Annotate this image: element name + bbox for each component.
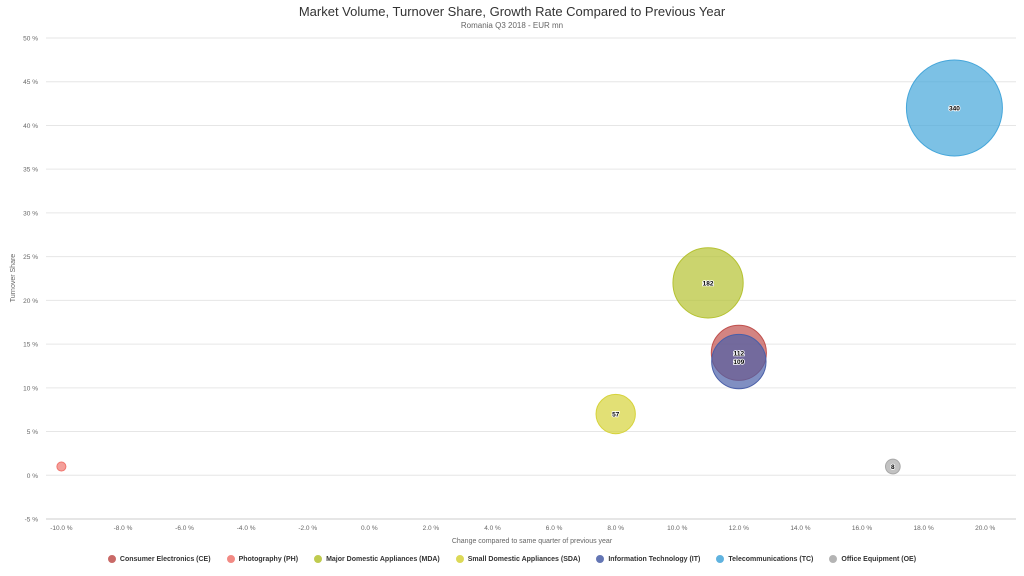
x-axis-title: Change compared to same quarter of previ… (452, 538, 613, 545)
bubble-label: 182 (703, 280, 714, 287)
x-tick-label: -6.0 % (175, 525, 194, 532)
y-tick-label: 15 % (23, 342, 38, 349)
y-tick-label: 50 % (23, 36, 38, 43)
y-tick-label: 40 % (23, 123, 38, 130)
bubble-label: 112 (734, 350, 745, 357)
legend: Consumer Electronics (CE) Photography (PH… (0, 555, 1024, 563)
legend-label: Photography (PH) (238, 555, 299, 563)
legend-swatch (226, 555, 235, 563)
y-tick-label: 20 % (23, 298, 38, 305)
x-tick-label: 10.0 % (667, 525, 687, 532)
x-tick-label: 12.0 % (729, 525, 749, 532)
bubble-labels: 112 182 57 109 340 8 (611, 105, 961, 472)
bubble-label: 340 (949, 105, 960, 112)
bubble[interactable] (56, 461, 67, 472)
y-tick-label: 45 % (23, 79, 38, 86)
bubble-label: 109 (733, 359, 744, 366)
x-tick-label: -8.0 % (114, 525, 133, 532)
y-axis-title: Turnover Share (10, 254, 17, 302)
legend-item[interactable]: Photography (PH) (226, 555, 299, 563)
chart-subtitle: Romania Q3 2018 - EUR mn (460, 21, 564, 30)
x-tick-label: 14.0 % (790, 525, 810, 532)
y-tick-label: -5 % (25, 517, 39, 524)
legend-label: Telecommunications (TC) (728, 555, 814, 563)
bubble[interactable] (884, 458, 901, 475)
legend-label: Office Equipment (OE) (841, 555, 917, 563)
y-tick-label: 0 % (27, 473, 38, 480)
x-tick-label: 2.0 % (423, 525, 440, 532)
legend-label: Information Technology (IT) (608, 555, 701, 563)
y-tick-label: 35 % (23, 167, 38, 174)
x-tick-label: 16.0 % (852, 525, 872, 532)
legend-label: Consumer Electronics (CE) (119, 555, 211, 563)
legend-item[interactable]: Telecommunications (TC) (716, 555, 813, 563)
y-tick-label: 25 % (23, 254, 38, 261)
grid (46, 37, 1016, 520)
y-tick-label: 5 % (27, 429, 38, 436)
x-tick-label: 20.0 % (975, 525, 995, 532)
bubble-label: 57 (612, 412, 620, 419)
legend-swatch (107, 555, 116, 563)
bubble[interactable] (672, 247, 744, 319)
x-axis-ticks: -10.0 % -8.0 % -6.0 % -4.0 % -2.0 % 0.0 % 2.0 … (50, 525, 995, 532)
y-axis-ticks: -5 % 0 % 5 % 10 % 15 % 20 % 25 % 30 % 35 % 40 % 45… (23, 36, 38, 524)
legend-label: Small Domestic Appliances (SDA) (467, 555, 581, 563)
x-tick-label: -10.0 % (50, 525, 73, 532)
bubble[interactable] (595, 393, 636, 435)
legend-swatch (596, 555, 605, 563)
x-tick-label: 8.0 % (607, 525, 624, 532)
legend-swatch (314, 555, 323, 563)
legend-item[interactable]: Major Domestic Appliances (MDA) (314, 555, 440, 563)
y-tick-label: 10 % (23, 385, 38, 392)
x-tick-label: -2.0 % (298, 525, 317, 532)
x-tick-label: -4.0 % (237, 525, 256, 532)
bubbles (56, 59, 1003, 475)
y-tick-label: 30 % (23, 210, 38, 217)
chart-title: Market Volume, Turnover Share, Growth Ra… (298, 4, 726, 19)
legend-swatch (455, 555, 464, 563)
bubble[interactable] (711, 333, 767, 390)
legend-item[interactable]: Information Technology (IT) (596, 555, 700, 563)
x-tick-label: 18.0 % (913, 525, 933, 532)
bubble[interactable] (905, 59, 1003, 157)
x-tick-label: 4.0 % (484, 525, 501, 532)
legend-swatch (829, 555, 838, 563)
bubble-label: 8 (891, 464, 895, 471)
legend-label: Major Domestic Appliances (MDA) (326, 555, 440, 563)
x-tick-label: 0.0 % (361, 525, 378, 532)
legend-item[interactable]: Small Domestic Appliances (SDA) (455, 555, 581, 563)
legend-swatch (716, 555, 725, 563)
legend-item[interactable]: Consumer Electronics (CE) (107, 555, 211, 563)
x-tick-label: 6.0 % (546, 525, 563, 532)
legend-item[interactable]: Office Equipment (OE) (829, 555, 916, 563)
